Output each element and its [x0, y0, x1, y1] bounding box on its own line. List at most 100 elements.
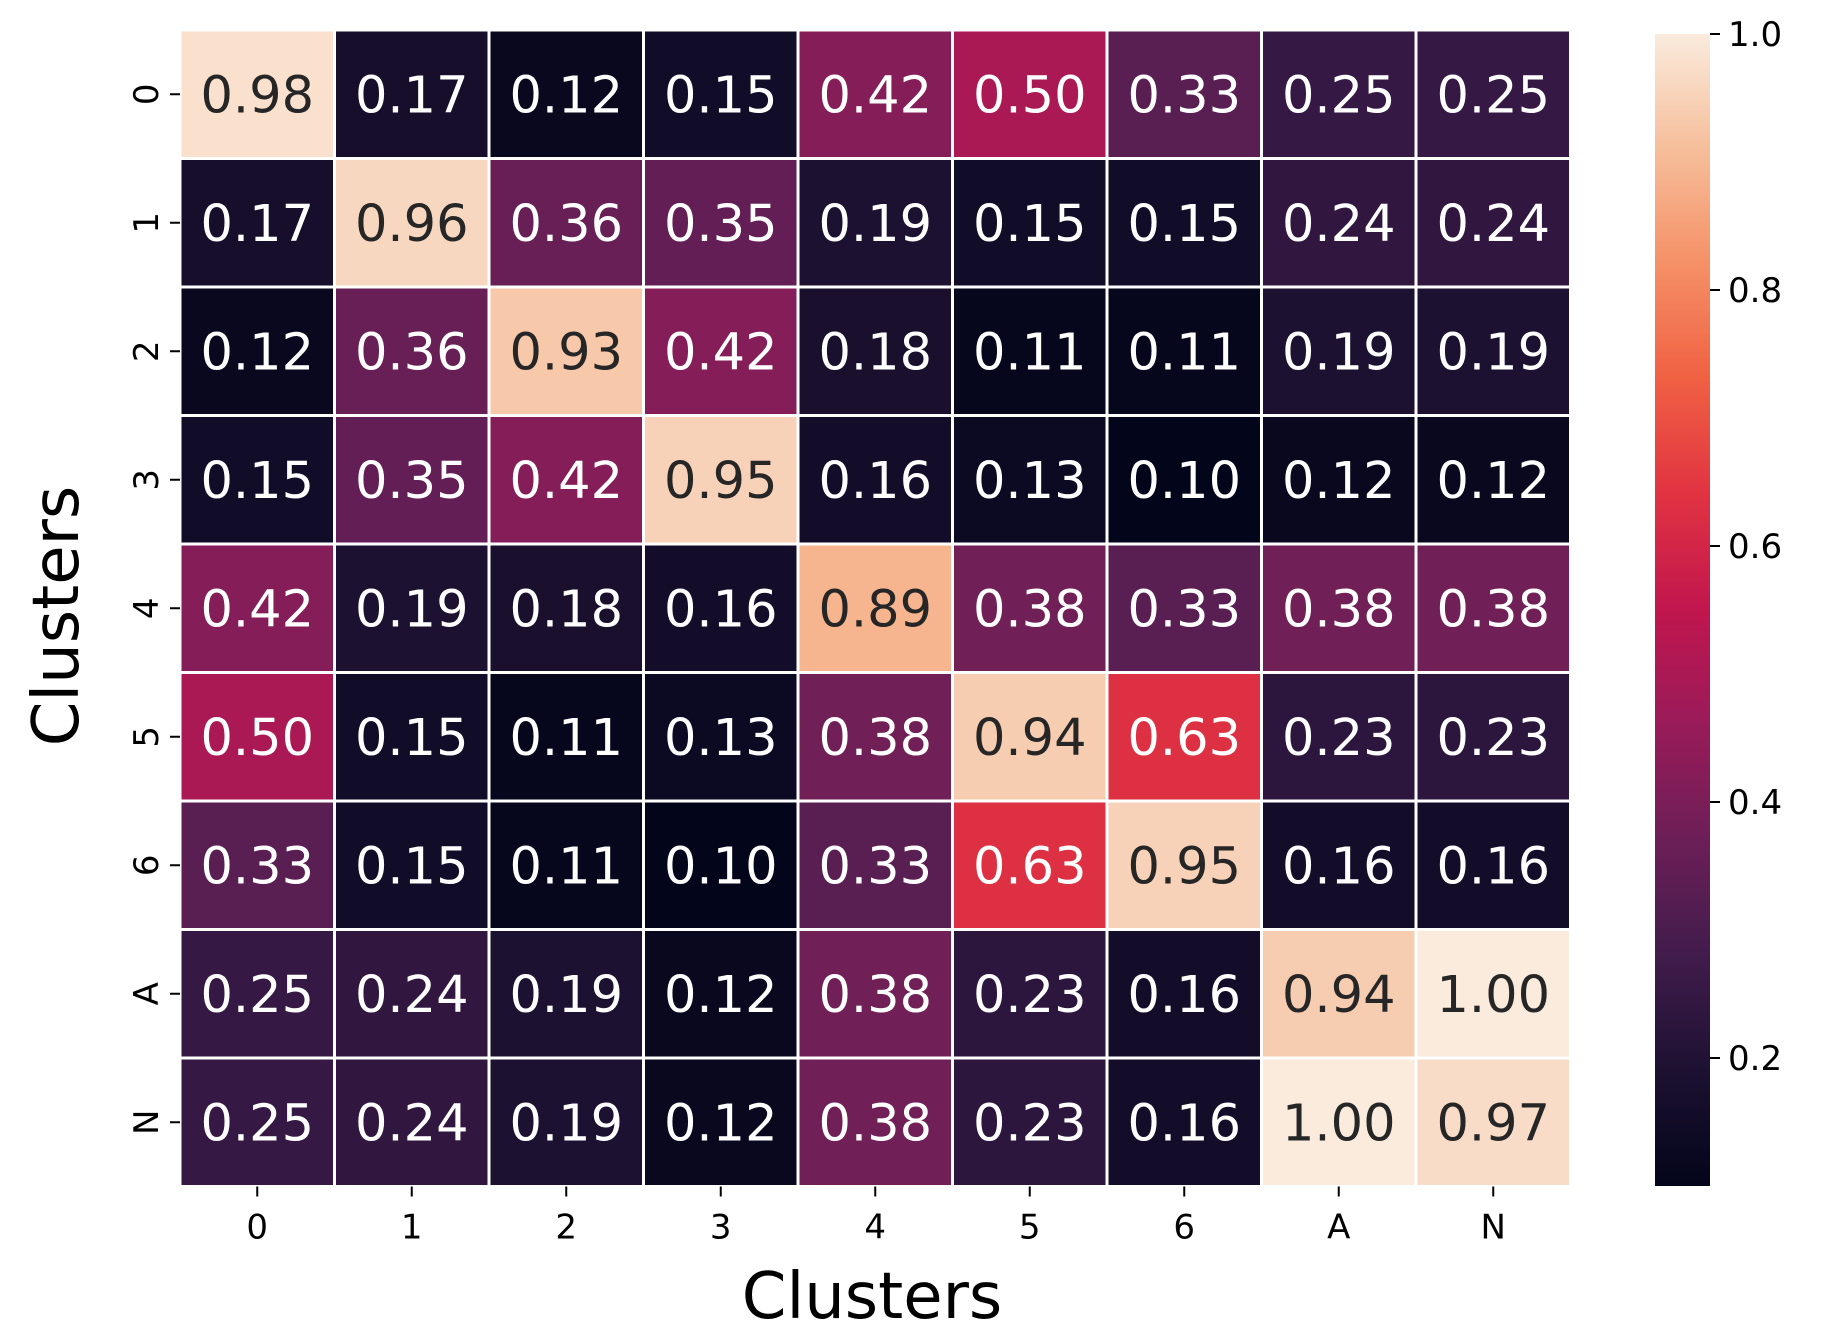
- cell-value-label: 0.38: [818, 709, 932, 768]
- heatmap-cell: [951, 542, 1109, 674]
- cell-value-label: 0.11: [973, 323, 1087, 382]
- heatmap-cell: [178, 414, 336, 546]
- cell-value-label: 0.15: [355, 837, 469, 896]
- heatmap-cell: [333, 671, 491, 803]
- y-axis-ticks: 0 1 2 3 4 5 6 A N: [127, 83, 180, 1135]
- cell-value-label: 0.42: [664, 323, 778, 382]
- cell-value-label: 0.12: [664, 1094, 778, 1153]
- heatmap-cell: [642, 1056, 800, 1188]
- cell-value-label: 0.18: [818, 323, 932, 382]
- heatmap-cell: [1414, 671, 1572, 803]
- heatmap-cells: 0.98 0.17 0.12 0.15 0.42 0.50 0.33 0.25 0.25 0.17…: [178, 28, 1572, 1188]
- cell-value-label: 0.17: [355, 66, 469, 125]
- cell-value-label: 0.35: [355, 452, 469, 511]
- heatmap-cell: [1414, 285, 1572, 417]
- y-tick-label: N: [127, 1110, 167, 1135]
- cell-value-label: 0.89: [818, 580, 932, 639]
- x-tick-label: 2: [555, 1208, 577, 1248]
- heatmap-cell: [796, 671, 954, 803]
- cell-value-label: 1.00: [1282, 1094, 1396, 1153]
- heatmap-cell: [1105, 542, 1263, 674]
- cell-value-label: 0.19: [509, 1094, 623, 1153]
- cell-value-label: 0.12: [1436, 452, 1550, 511]
- cell-value-label: 0.24: [355, 1094, 469, 1153]
- heatmap-cell: [642, 928, 800, 1060]
- x-tick-label: 3: [710, 1208, 732, 1248]
- cell-value-label: 0.19: [355, 580, 469, 639]
- cell-value-label: 0.15: [664, 66, 778, 125]
- heatmap-cell: [1105, 928, 1263, 1060]
- heatmap-cell: [487, 1056, 645, 1188]
- cell-value-label: 0.23: [1282, 709, 1396, 768]
- cell-value-label: 0.97: [1436, 1094, 1550, 1153]
- heatmap-cell: [1260, 28, 1418, 160]
- cell-value-label: 0.16: [818, 452, 932, 511]
- cell-value-label: 0.38: [818, 966, 932, 1025]
- cell-value-label: 0.23: [1436, 709, 1550, 768]
- heatmap-cell: [178, 157, 336, 289]
- cell-value-label: 0.25: [200, 966, 314, 1025]
- cell-value-label: 0.50: [973, 66, 1087, 125]
- heatmap-cell: [1105, 1056, 1263, 1188]
- cell-value-label: 0.36: [355, 323, 469, 382]
- cell-value-label: 0.33: [818, 837, 932, 896]
- cell-value-label: 0.16: [1282, 837, 1396, 896]
- heatmap-cell: [1414, 542, 1572, 674]
- colorbar-tick-label: 0.8: [1728, 271, 1782, 311]
- heatmap-cell: [178, 542, 336, 674]
- y-tick-label: 0: [127, 83, 167, 105]
- y-tick-label: 6: [127, 854, 167, 876]
- colorbar-tick-label: 0.4: [1728, 783, 1782, 823]
- heatmap-cell: [333, 1056, 491, 1188]
- colorbar-tick-label: 0.2: [1728, 1039, 1782, 1079]
- heatmap-cell: [487, 28, 645, 160]
- cell-value-label: 0.33: [1127, 580, 1241, 639]
- cell-value-label: 0.13: [664, 709, 778, 768]
- heatmap-cell: [178, 671, 336, 803]
- heatmap-cell: [642, 285, 800, 417]
- heatmap-cell: [1414, 157, 1572, 289]
- cell-value-label: 1.00: [1436, 966, 1550, 1025]
- y-tick-label: 4: [127, 597, 167, 619]
- heatmap-cell: [178, 799, 336, 931]
- heatmap-cell: [951, 28, 1109, 160]
- cell-value-label: 0.13: [973, 452, 1087, 511]
- x-axis-ticks: 0 1 2 3 4 5 6 A N: [246, 1186, 1506, 1248]
- cell-value-label: 0.96: [355, 195, 469, 254]
- cell-value-label: 0.42: [509, 452, 623, 511]
- cell-value-label: 0.38: [818, 1094, 932, 1153]
- colorbar-ticks: 0.2 0.4 0.6 0.8 1.0: [1710, 15, 1782, 1079]
- colorbar-tick-label: 1.0: [1728, 15, 1782, 55]
- heatmap-cell: [333, 285, 491, 417]
- cell-value-label: 0.15: [355, 709, 469, 768]
- heatmap-cell: [951, 1056, 1109, 1188]
- cell-value-label: 0.19: [1282, 323, 1396, 382]
- x-tick-label: 4: [864, 1208, 886, 1248]
- heatmap-cell: [796, 928, 954, 1060]
- cell-value-label: 0.17: [200, 195, 314, 254]
- heatmap-cell: [1105, 799, 1263, 931]
- cell-value-label: 0.95: [1127, 837, 1241, 896]
- cell-value-label: 0.24: [1436, 195, 1550, 254]
- heatmap-cell: [1414, 928, 1572, 1060]
- heatmap-cell: [1414, 1056, 1572, 1188]
- cell-value-label: 0.10: [664, 837, 778, 896]
- heatmap-cell: [796, 157, 954, 289]
- heatmap-cell: [178, 928, 336, 1060]
- cell-value-label: 0.25: [1282, 66, 1396, 125]
- heatmap-cell: [642, 671, 800, 803]
- cell-value-label: 0.35: [664, 195, 778, 254]
- cell-value-label: 0.63: [973, 837, 1087, 896]
- cell-value-label: 0.11: [1127, 323, 1241, 382]
- heatmap-cell: [487, 928, 645, 1060]
- cell-value-label: 0.15: [200, 452, 314, 511]
- heatmap-cell: [951, 671, 1109, 803]
- cell-value-label: 0.98: [200, 66, 314, 125]
- heatmap-cell: [1414, 414, 1572, 546]
- cell-value-label: 0.38: [1436, 580, 1550, 639]
- cell-value-label: 0.16: [1127, 966, 1241, 1025]
- cell-value-label: 0.15: [973, 195, 1087, 254]
- cell-value-label: 0.12: [200, 323, 314, 382]
- heatmap-cell: [333, 414, 491, 546]
- cell-value-label: 0.19: [818, 195, 932, 254]
